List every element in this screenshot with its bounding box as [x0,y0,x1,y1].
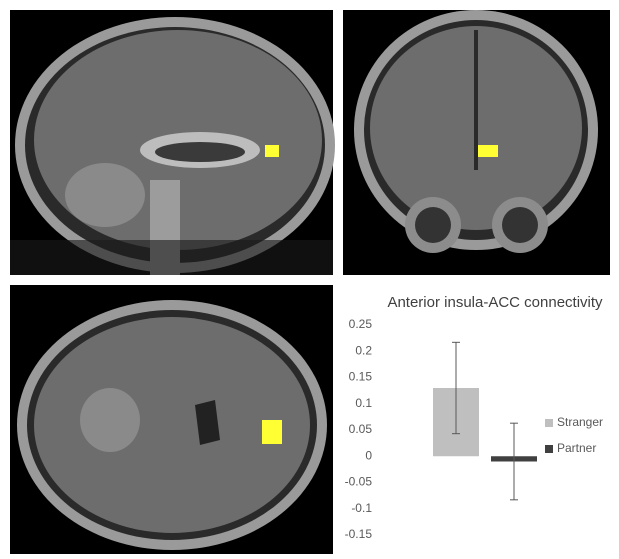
y-tick-label: 0.2 [355,343,372,357]
legend-label: Stranger [557,415,603,429]
y-tick-label: -0.1 [351,501,372,515]
legend-swatch [545,419,553,427]
sagittal-slice [10,10,335,275]
y-tick-label: 0.1 [355,396,372,410]
y-tick-label: -0.05 [345,475,373,489]
y-tick-label: 0 [365,448,372,462]
axial-slice [10,285,333,554]
chart-title: Anterior insula-ACC connectivity [387,294,603,311]
error-bar [510,422,518,501]
legend-label: Partner [557,441,596,455]
y-tick-label: 0.25 [349,317,373,331]
legend-swatch [545,445,553,453]
coronal-slice [343,10,610,275]
y-tick-label: 0.15 [349,370,373,384]
y-tick-label: 0.05 [349,422,373,436]
error-bar [452,341,460,435]
y-tick-label: -0.15 [345,527,373,541]
